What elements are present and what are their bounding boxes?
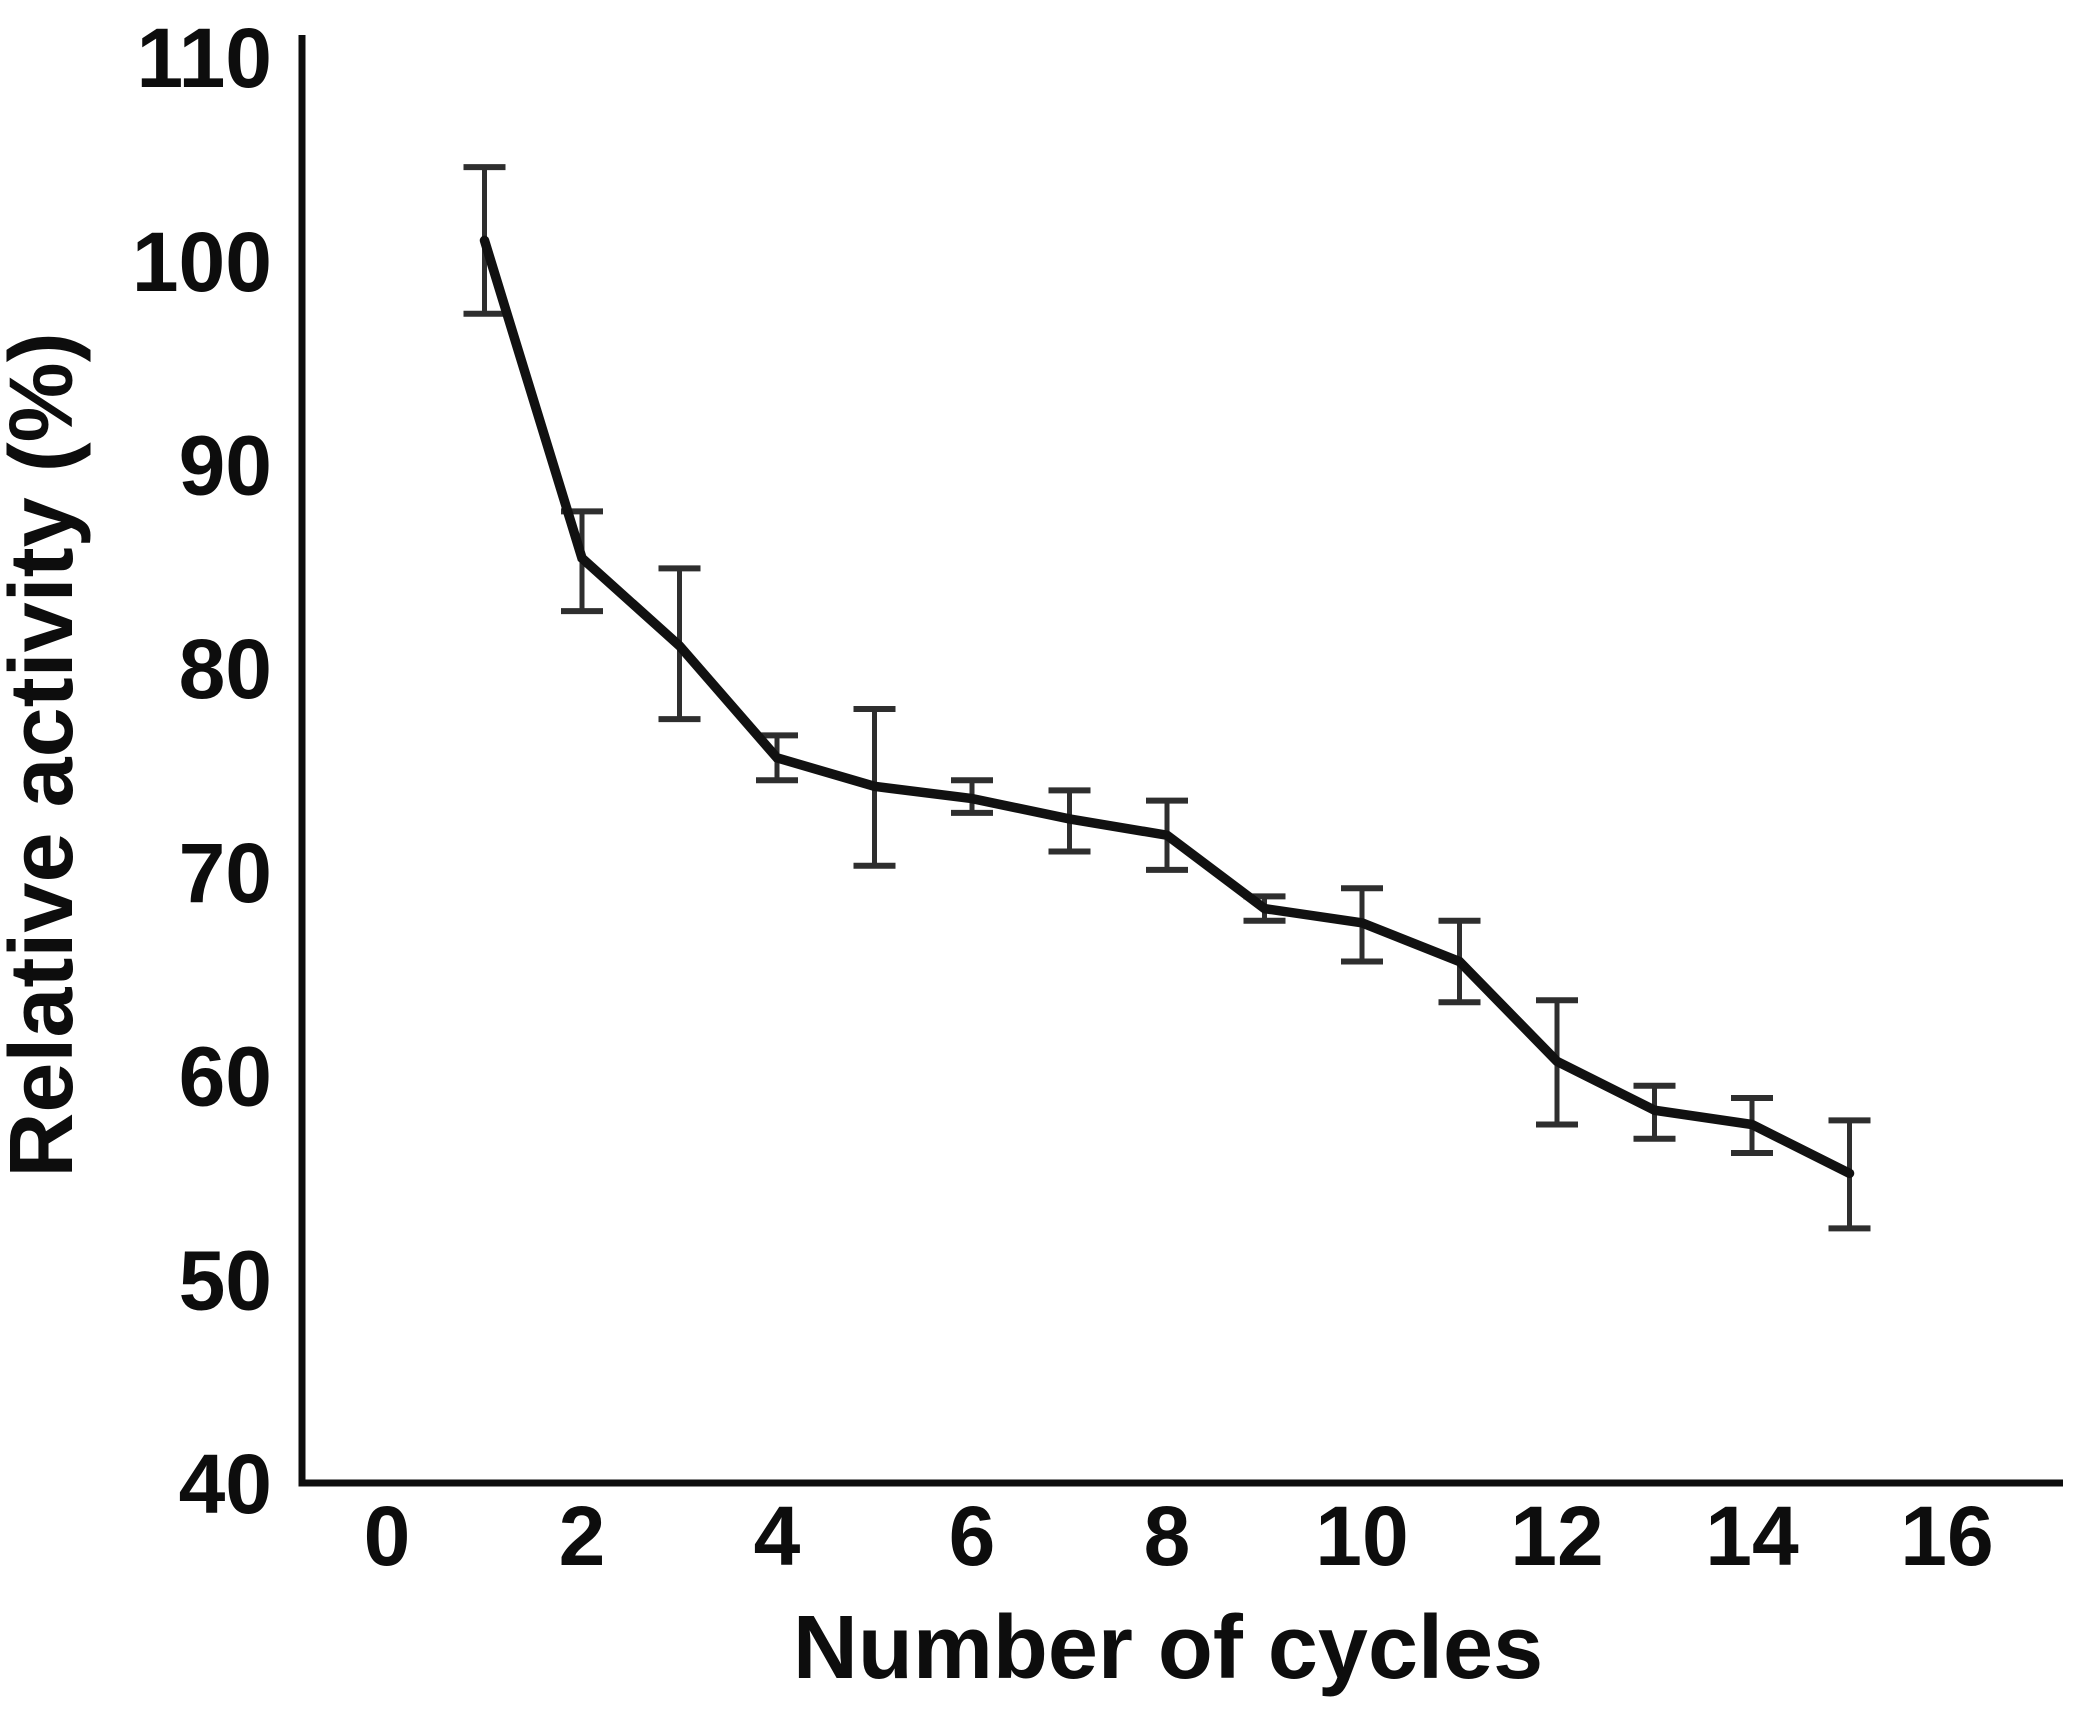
plot-generated-content: 40 50 60 70 80 90 100 110 0 2 4 6 8 10 12 14 16 bbox=[132, 11, 2063, 1583]
y-tick-label: 40 bbox=[179, 1437, 272, 1531]
y-tick-label: 50 bbox=[179, 1233, 272, 1327]
x-tick-label: 6 bbox=[949, 1489, 996, 1583]
x-tick-label: 10 bbox=[1315, 1489, 1408, 1583]
y-tick-label: 80 bbox=[179, 622, 272, 716]
x-tick-label: 14 bbox=[1705, 1489, 1799, 1583]
y-tick-label: 70 bbox=[179, 826, 272, 920]
x-tick-label: 12 bbox=[1510, 1489, 1603, 1583]
x-tick-label: 2 bbox=[559, 1489, 606, 1583]
y-tick-label: 90 bbox=[179, 419, 272, 513]
data-line bbox=[479, 235, 1855, 1179]
x-tick-label: 16 bbox=[1900, 1489, 1993, 1583]
x-tick-label: 0 bbox=[364, 1489, 411, 1583]
x-axis-title: Number of cycles bbox=[793, 1598, 1543, 1698]
x-tick-label: 4 bbox=[754, 1489, 801, 1583]
y-tick-label: 60 bbox=[179, 1030, 272, 1124]
x-tick-label: 8 bbox=[1144, 1489, 1191, 1583]
y-tick-label: 100 bbox=[132, 215, 272, 309]
y-axis-title: Relative activity (%) bbox=[0, 332, 92, 1177]
y-tick-label: 110 bbox=[136, 11, 272, 105]
